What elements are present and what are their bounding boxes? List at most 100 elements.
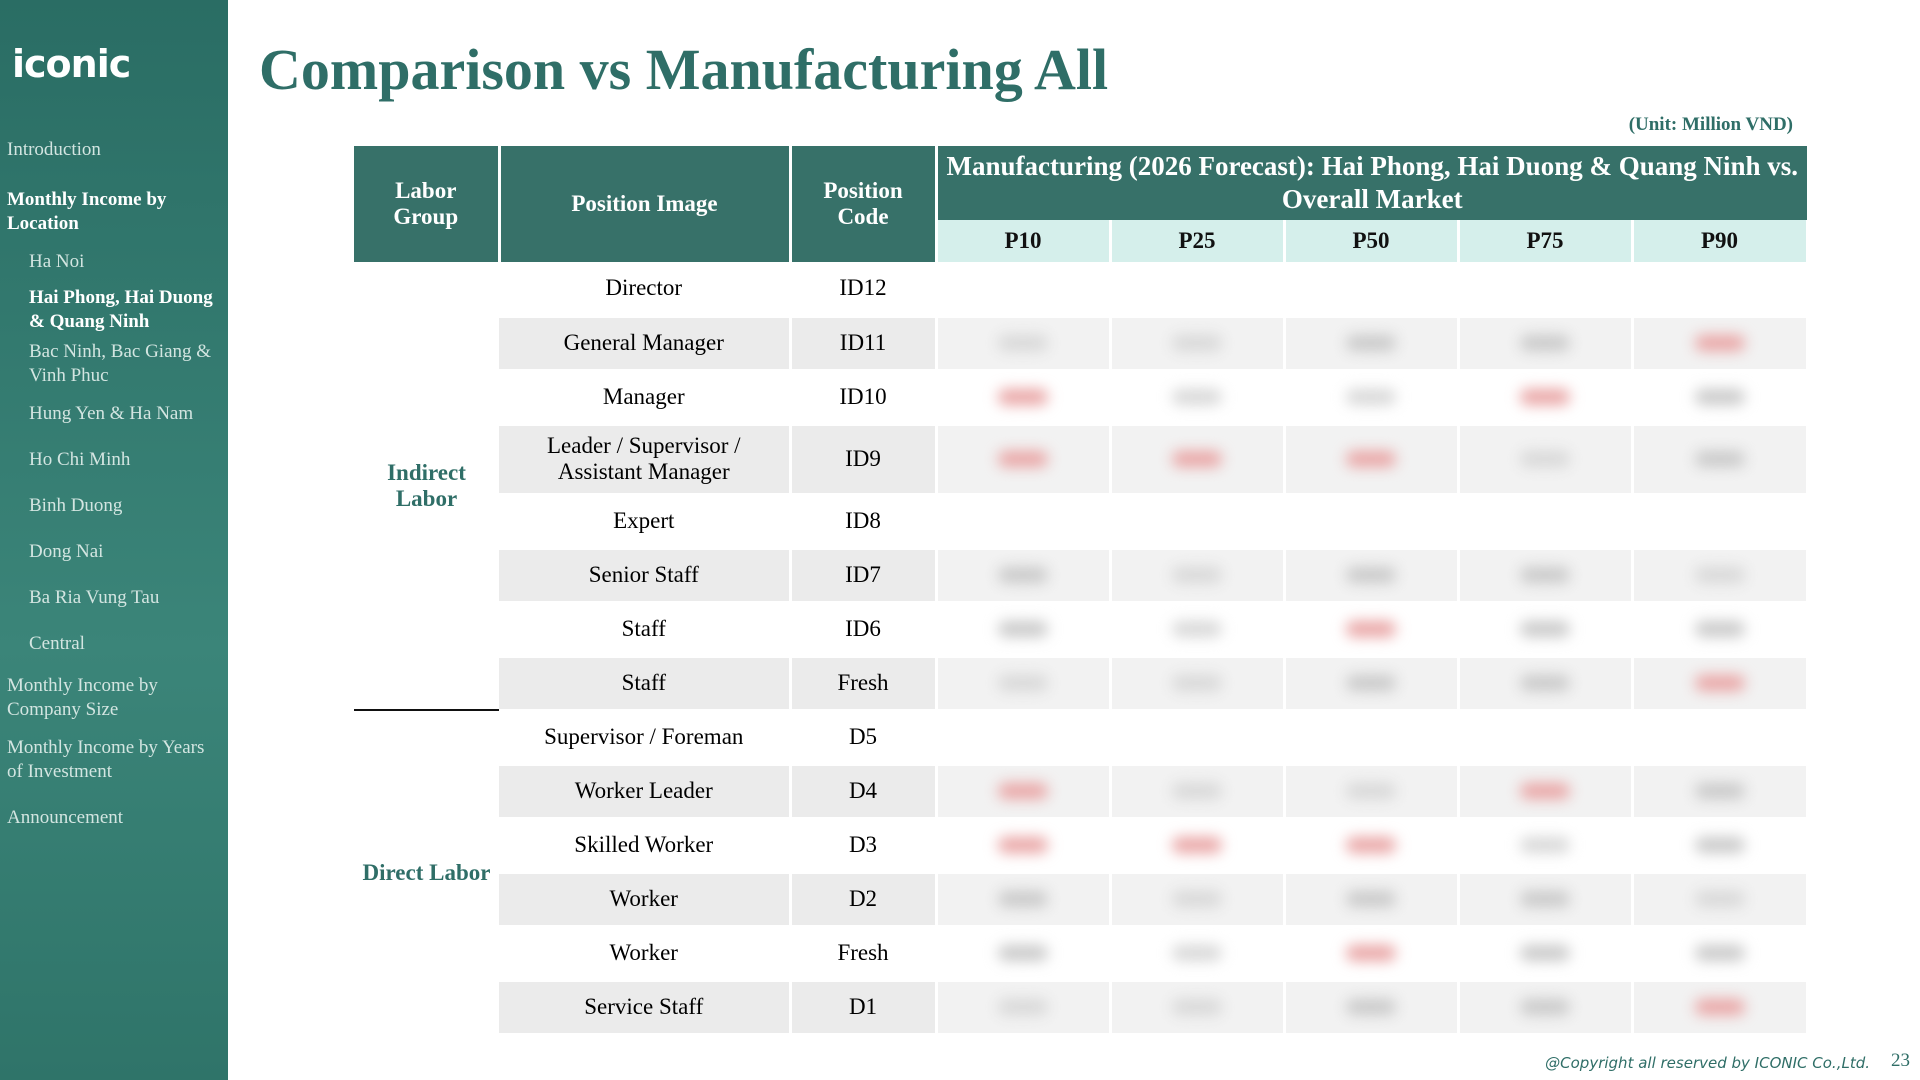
blur: [1172, 335, 1222, 351]
blur: [1694, 389, 1745, 405]
position-code: ID8: [790, 494, 938, 550]
blurred-value: [1632, 370, 1809, 426]
nav-item[interactable]: Ba Ria Vung Tau: [29, 587, 160, 608]
nav-item[interactable]: Binh Duong: [29, 495, 123, 516]
blur: [998, 451, 1048, 467]
blurred-value: [936, 764, 1112, 820]
table-row: Service Staff D1: [354, 980, 1809, 1036]
blur: [1694, 891, 1745, 907]
blur: [998, 783, 1048, 799]
blurred-value: [936, 424, 1112, 496]
nav-item[interactable]: Monthly Income by Location: [7, 189, 167, 234]
blurred-value: [1458, 656, 1634, 712]
blur: [1520, 389, 1570, 405]
blur: [1694, 335, 1745, 351]
nav-item[interactable]: Hai Phong, Hai Duong & Quang Ninh: [29, 287, 213, 332]
column-header: Position Image: [499, 146, 792, 262]
percentile-header: P25: [1110, 220, 1286, 262]
blurred-value: [1458, 926, 1634, 982]
nav-item[interactable]: Bac Ninh, Bac Giang & Vinh Phuc: [29, 341, 212, 386]
blur: [1694, 451, 1745, 467]
nav-item[interactable]: Hung Yen & Ha Nam: [29, 403, 194, 424]
blur: [1520, 335, 1570, 351]
blurred-value: [1110, 424, 1286, 496]
position-image: Worker Leader: [499, 764, 792, 820]
nav-item[interactable]: Monthly Income by Company Size: [7, 675, 158, 720]
blurred-value: [936, 262, 1112, 318]
blur: [1346, 451, 1396, 467]
table-row: Worker Fresh: [354, 926, 1809, 982]
blurred-value: [1284, 424, 1460, 496]
blur: [1694, 675, 1745, 691]
nav-item[interactable]: Dong Nai: [29, 541, 104, 562]
table-row: Staff Fresh: [354, 656, 1809, 712]
group-header: Manufacturing (2026 Forecast): Hai Phong…: [936, 146, 1807, 220]
blurred-value: [936, 872, 1112, 928]
blur: [1694, 567, 1745, 583]
blurred-value: [1110, 494, 1286, 550]
blur: [1520, 783, 1570, 799]
percentile-header: P50: [1284, 220, 1460, 262]
nav-item[interactable]: Central: [29, 633, 85, 654]
column-header: Position Code: [790, 146, 938, 262]
blurred-value: [1110, 316, 1286, 372]
nav-item[interactable]: Announcement: [7, 807, 124, 828]
blurred-value: [1458, 424, 1634, 496]
blur: [998, 621, 1048, 637]
blurred-value: [1284, 709, 1460, 766]
blur: [1520, 451, 1570, 467]
position-code: Fresh: [790, 926, 938, 982]
blurred-value: [936, 370, 1112, 426]
blurred-value: [936, 548, 1112, 604]
blurred-value: [1458, 980, 1634, 1036]
percentile-header: P90: [1632, 220, 1809, 262]
nav: Introduction Monthly Income by Location Ha…: [0, 138, 228, 830]
blur: [1520, 567, 1570, 583]
position-code: D2: [790, 872, 938, 928]
percentile-header: P10: [936, 220, 1112, 262]
blurred-value: [936, 980, 1112, 1036]
blur: [1172, 837, 1222, 853]
blurred-value: [1632, 872, 1809, 928]
blur: [1520, 891, 1570, 907]
nav-item[interactable]: Monthly Income by Years of Investment: [7, 737, 205, 782]
blurred-value: [1632, 980, 1809, 1036]
blurred-value: [1632, 764, 1809, 820]
blur: [1172, 621, 1222, 637]
blurred-value: [936, 602, 1112, 658]
nav-item[interactable]: Introduction: [7, 139, 101, 160]
position-code: ID9: [790, 424, 938, 496]
blur: [1172, 567, 1222, 583]
blurred-value: [1284, 926, 1460, 982]
blurred-value: [1458, 316, 1634, 372]
labor-group: Direct Labor: [354, 709, 499, 1034]
position-code: Fresh: [790, 656, 938, 712]
blur: [998, 567, 1048, 583]
position-code: D1: [790, 980, 938, 1036]
blur: [1694, 783, 1745, 799]
position-code: ID6: [790, 602, 938, 658]
position-code: ID7: [790, 548, 938, 604]
position-image: Senior Staff: [499, 548, 792, 604]
blurred-value: [936, 316, 1112, 372]
blur: [1694, 621, 1745, 637]
column-header: Labor Group: [354, 146, 501, 262]
nav-item[interactable]: Ha Noi: [29, 251, 85, 272]
blurred-value: [1632, 926, 1809, 982]
blurred-value: [1458, 818, 1634, 874]
blur: [1694, 945, 1745, 961]
blurred-value: [1284, 818, 1460, 874]
table-row: Staff ID6: [354, 602, 1809, 658]
position-code: D4: [790, 764, 938, 820]
blur: [1346, 891, 1396, 907]
blurred-value: [1632, 602, 1809, 658]
blur: [1520, 621, 1570, 637]
table-row: Direct Labor Supervisor / Foreman D5: [354, 709, 1809, 1034]
logo: iconic: [12, 42, 131, 86]
position-code: ID11: [790, 316, 938, 372]
blur: [1172, 675, 1222, 691]
nav-item[interactable]: Ho Chi Minh: [29, 449, 131, 470]
table-row: Worker D2: [354, 872, 1809, 928]
table-row: Worker Leader D4: [354, 764, 1809, 820]
